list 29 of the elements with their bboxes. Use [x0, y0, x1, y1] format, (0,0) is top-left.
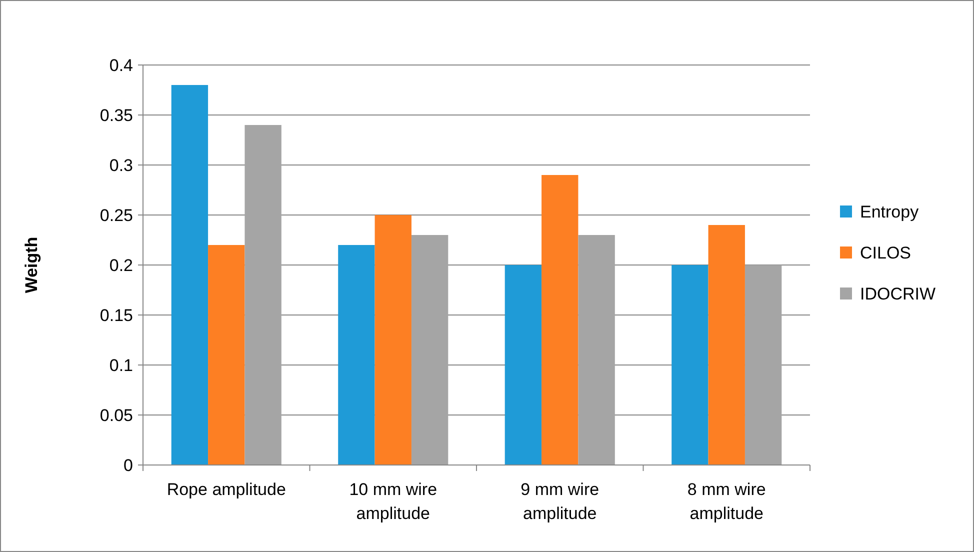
bar: [411, 235, 448, 465]
y-axis-title: Weigth: [22, 236, 41, 294]
legend-label: IDOCRIW: [860, 284, 936, 304]
x-tick-label: 9 mm wire amplitude: [520, 480, 600, 523]
bar: [708, 225, 745, 465]
y-tick-label: 0.25: [100, 206, 133, 225]
y-tick-label: 0.1: [109, 356, 133, 375]
bar: [744, 265, 782, 465]
y-tick-label: 0.2: [109, 256, 133, 275]
bar: [244, 125, 282, 465]
bar: [504, 265, 542, 465]
y-tick-label: 0.4: [109, 56, 133, 75]
y-tick-label: 0.15: [100, 306, 133, 325]
legend-label: Entropy: [860, 202, 920, 222]
y-tick-label: 0.3: [109, 156, 133, 175]
x-tick-label: 10 mm wire amplitude: [349, 480, 438, 523]
bar: [542, 175, 578, 465]
bar: [374, 215, 412, 465]
x-tick-label: 8 mm wire amplitude: [687, 480, 766, 523]
bar: [171, 85, 208, 465]
legend-label: CILOS: [860, 243, 912, 262]
y-tick-label: 0.35: [100, 106, 133, 125]
bar: [672, 265, 708, 465]
bar: [208, 245, 245, 465]
y-tick-label: 0.05: [100, 406, 133, 425]
bar: [578, 235, 615, 465]
x-tick-label: Rope amplitude: [166, 480, 286, 499]
y-tick-label: 0: [124, 456, 133, 475]
bar: [338, 245, 375, 465]
